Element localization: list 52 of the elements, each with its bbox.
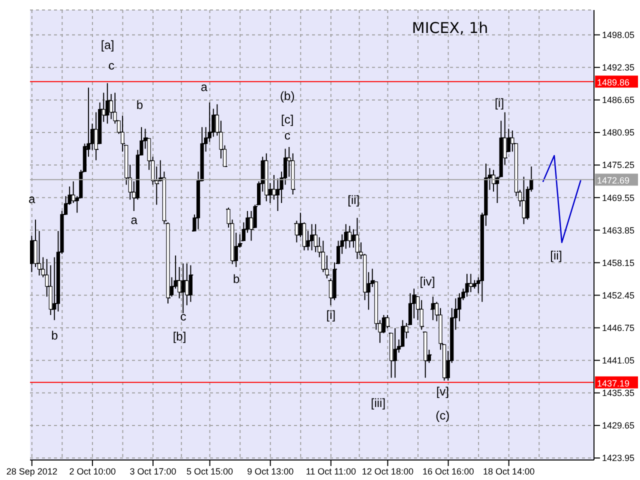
- line-series: [542, 154, 582, 244]
- annotation: [c]: [281, 112, 294, 127]
- y-tick-label: 1452.45: [602, 290, 635, 300]
- annotation: [a]: [100, 38, 114, 52]
- ref-line-label: 1489.86: [597, 78, 630, 88]
- x-tick-label: 18 Oct 14:00: [483, 466, 535, 476]
- y-tick-label: 1486.65: [602, 95, 635, 106]
- annotation: b: [51, 328, 58, 343]
- y-tick-label: 1463.85: [602, 225, 635, 236]
- y-tick-label: 1429.65: [602, 420, 635, 431]
- y-tick-label: 1458.15: [602, 258, 635, 268]
- x-tick-label: 12 Oct 18:00: [362, 466, 414, 476]
- annotation: c: [180, 310, 186, 324]
- x-tick-label: 2 Oct 10:00: [69, 466, 116, 476]
- x-tick-label: 16 Oct 16:00: [422, 466, 474, 476]
- x-tick-label: 28 Sep 2012: [6, 466, 58, 476]
- annotation: [i]: [326, 308, 336, 322]
- candlestick: [355, 217, 360, 260]
- annotation: (c): [436, 408, 450, 422]
- annotation: [ii]: [550, 248, 562, 263]
- annotation: [iii]: [370, 396, 386, 410]
- y-tick-label: 1446.75: [602, 322, 635, 333]
- annotation: (b): [280, 89, 295, 104]
- annotation: [iv]: [420, 274, 436, 288]
- y-tick-label: 1498.05: [602, 30, 635, 40]
- y-tick-label: 1441.05: [602, 356, 635, 366]
- annotation: [ii]: [348, 193, 360, 208]
- y-tick-label: 1492.35: [602, 62, 635, 73]
- text: MICEX, 1h: [412, 19, 488, 37]
- x-tick-label: 9 Oct 13:00: [247, 466, 294, 476]
- annotation: a: [130, 213, 138, 228]
- annotation: [v]: [436, 384, 449, 398]
- annotation: b: [232, 272, 240, 286]
- x-tick-label: 5 Oct 15:00: [186, 466, 234, 476]
- ref-line-label: 1437.19: [597, 378, 630, 388]
- annotation: c: [108, 58, 114, 72]
- annotation: a: [200, 80, 208, 94]
- y-tick-label: 1435.35: [602, 388, 635, 398]
- annotation: a: [28, 192, 36, 206]
- x-tick-label: 3 Oct 17:00: [130, 466, 176, 476]
- y-tick-label: 1475.25: [602, 160, 635, 170]
- ref-line-label: 1472.69: [597, 176, 630, 186]
- x-tick-label: 11 Oct 11:00: [306, 466, 356, 476]
- annotation: c: [284, 128, 290, 143]
- y-tick-label: 1480.95: [602, 128, 635, 138]
- annotation: [i]: [494, 96, 504, 110]
- y-tick-label: 1469.55: [602, 192, 635, 203]
- y-tick-label: 1423.95: [602, 453, 635, 464]
- candlestick: [468, 273, 473, 293]
- candlestick: [522, 176, 526, 225]
- annotation: b: [136, 98, 144, 112]
- annotation: [b]: [172, 330, 186, 344]
